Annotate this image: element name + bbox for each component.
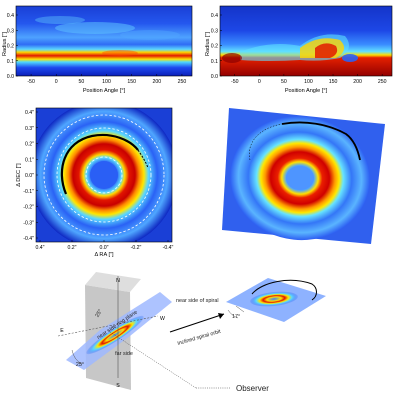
dashed-circle-middle bbox=[56, 127, 152, 223]
tick-label: 100 bbox=[102, 79, 111, 85]
tick-label: 0.2 bbox=[211, 44, 218, 50]
heatmap-top-right bbox=[220, 6, 392, 76]
tick-label: -0.4" bbox=[163, 245, 174, 251]
tick-label: -0.3" bbox=[23, 220, 34, 226]
heatmap-top-right-features bbox=[222, 34, 358, 63]
tick-label: -0.1" bbox=[23, 189, 34, 195]
panel-middle-left: Δ DEC ["] Δ RA ["] 0.4" 0.3" 0.2" 0.1" 0.0" -… bbox=[16, 107, 174, 258]
tick-label: 0.1 bbox=[211, 59, 218, 65]
tick-label: -0.2" bbox=[23, 205, 34, 211]
tick-label: -50 bbox=[231, 79, 239, 85]
tick-label: 0.2" bbox=[67, 245, 76, 251]
tick-label: 100 bbox=[304, 79, 313, 85]
middle-left-yticks: 0.4" 0.3" 0.2" 0.1" 0.0" -0.1" -0.2" -0.3" -0.4" bbox=[23, 110, 38, 242]
dashed-circle-inner bbox=[85, 156, 123, 194]
panel-top-left: Radius ["] Position Angle [°] 0.40.30.20… bbox=[2, 5, 193, 94]
tick-label: 0.4 bbox=[7, 13, 14, 19]
tick-label: 0.4" bbox=[25, 110, 34, 116]
tick-label: 150 bbox=[329, 79, 338, 85]
dashed-circle-outer bbox=[43, 114, 165, 236]
tick-label: 0.3" bbox=[25, 126, 34, 132]
tick-label: 0.0 bbox=[211, 74, 218, 80]
tick-label: 200 bbox=[353, 79, 362, 85]
tick-label: 0 bbox=[258, 79, 261, 85]
top-right-ylabel: Radius ["] bbox=[205, 32, 211, 57]
heatmap-top-left bbox=[16, 6, 192, 76]
middle-left-xticks: 0.4" 0.2" 0.0" -0.2" -0.4" bbox=[35, 240, 174, 251]
tick-label: 250 bbox=[378, 79, 387, 85]
tick-label: 0.3 bbox=[211, 28, 218, 34]
tick-label: 0.3 bbox=[7, 28, 14, 34]
tick-label: 50 bbox=[78, 79, 84, 85]
top-left-xlabel: Position Angle [°] bbox=[83, 88, 126, 94]
heatmap-top-left-features bbox=[35, 16, 180, 56]
tick-label: 50 bbox=[281, 79, 287, 85]
top-right-xlabel: Position Angle [°] bbox=[285, 88, 328, 94]
top-left-yticks: 0.4 0.3 0.2 0.1 0.0 bbox=[7, 13, 18, 80]
middle-left-ylabel: Δ DEC ["] bbox=[16, 163, 22, 187]
label-inclined-orbit: inclined spiral orbit bbox=[177, 329, 222, 347]
tick-label: 0.0" bbox=[99, 245, 108, 251]
tick-label: -50 bbox=[27, 79, 35, 85]
label-north: N bbox=[116, 278, 120, 284]
tick-label: 0.2" bbox=[25, 142, 34, 148]
geometry-diagram: N S E W 25° 25° near side ring plane far… bbox=[57, 272, 269, 393]
label-far-side: far side bbox=[115, 351, 133, 357]
label-near-side-spiral: near side of spiral bbox=[176, 298, 219, 304]
label-east: E bbox=[60, 328, 64, 334]
tick-label: 200 bbox=[152, 79, 161, 85]
panel-top-right: Radius ["] Position Angle [°] 0.40.30.20… bbox=[205, 5, 393, 94]
tick-label: 150 bbox=[127, 79, 136, 85]
label-west: W bbox=[160, 316, 165, 322]
top-right-xticks: -50 0 50 100 150 200 250 bbox=[231, 74, 387, 85]
tick-label: 0.4 bbox=[211, 13, 218, 19]
top-left-xticks: -50 0 50 100 150 200 250 bbox=[27, 74, 186, 85]
panel-middle-right bbox=[222, 108, 385, 244]
spiral-arm-trace-deprojected bbox=[281, 121, 361, 161]
tick-label: 0.0 bbox=[7, 74, 14, 80]
top-right-yticks: 0.4 0.3 0.2 0.1 0.0 bbox=[211, 13, 222, 80]
middle-left-xlabel: Δ RA ["] bbox=[94, 252, 114, 258]
tick-label: 0.1 bbox=[7, 59, 14, 65]
tick-label: 0 bbox=[55, 79, 58, 85]
tick-label: 0.2 bbox=[7, 44, 14, 50]
spiral-arm-trace bbox=[60, 133, 139, 195]
tick-label: 250 bbox=[178, 79, 187, 85]
label-south: S bbox=[116, 383, 120, 389]
angle-left-top: 25° bbox=[94, 308, 103, 318]
tick-label: 0.0" bbox=[25, 173, 34, 179]
disk-rings bbox=[86, 315, 144, 355]
label-observer: Observer bbox=[236, 384, 269, 393]
tick-label: 0.4" bbox=[35, 245, 44, 251]
tick-label: -0.4" bbox=[23, 236, 34, 242]
inset-disk-tilted: 17° bbox=[226, 278, 326, 322]
top-left-ylabel: Radius ["] bbox=[2, 32, 8, 57]
angle-left-bottom: 25° bbox=[76, 362, 84, 368]
tick-label: 0.1" bbox=[25, 157, 34, 163]
tick-label: -0.2" bbox=[131, 245, 142, 251]
